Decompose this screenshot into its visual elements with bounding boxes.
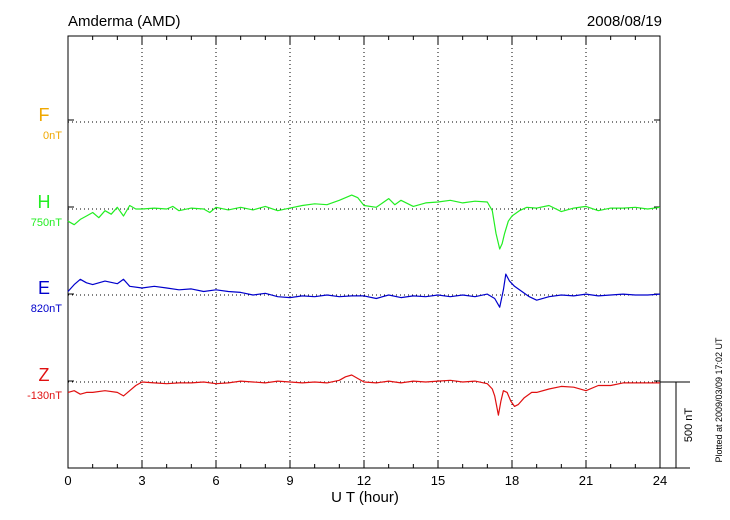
scale-bar-label: 500 nT [683, 408, 695, 443]
axis-ticks [67, 36, 661, 469]
x-tick-label-1: 3 [138, 473, 145, 488]
x-tick-labels: 0 3 6 9 12 15 18 21 24 [64, 473, 667, 488]
component-labels: F 0nT H 750nT E 820nT Z -130nT [27, 105, 62, 402]
series-line-h [67, 194, 661, 250]
component-label-z: Z [39, 365, 50, 385]
component-label-e: E [38, 278, 50, 298]
series-line-z [67, 374, 660, 416]
component-baseline-f: 0nT [43, 130, 62, 142]
component-label-f: F [39, 105, 50, 125]
chart-title-date: 2008/08/19 [587, 13, 662, 30]
component-label-h: H [38, 192, 51, 212]
grid-lines [68, 36, 660, 468]
chart-title-station: Amderma (AMD) [68, 13, 181, 30]
x-tick-label-8: 24 [653, 473, 667, 488]
series-line-e [67, 273, 661, 308]
x-tick-label-0: 0 [64, 473, 71, 488]
plotted-timestamp: Plotted at 2009/03/09 17:02 UT [714, 337, 724, 463]
component-baseline-e: 820nT [31, 303, 62, 315]
component-baseline-z: -130nT [27, 390, 62, 402]
x-tick-label-2: 6 [212, 473, 219, 488]
series-traces [67, 194, 661, 416]
x-tick-label-5: 15 [431, 473, 445, 488]
x-tick-label-4: 12 [357, 473, 371, 488]
x-tick-label-3: 9 [286, 473, 293, 488]
scale-bar [660, 381, 690, 469]
component-baseline-h: 750nT [31, 217, 62, 229]
x-tick-label-6: 18 [505, 473, 519, 488]
x-tick-label-7: 21 [579, 473, 593, 488]
x-axis-label: U T (hour) [331, 489, 399, 506]
